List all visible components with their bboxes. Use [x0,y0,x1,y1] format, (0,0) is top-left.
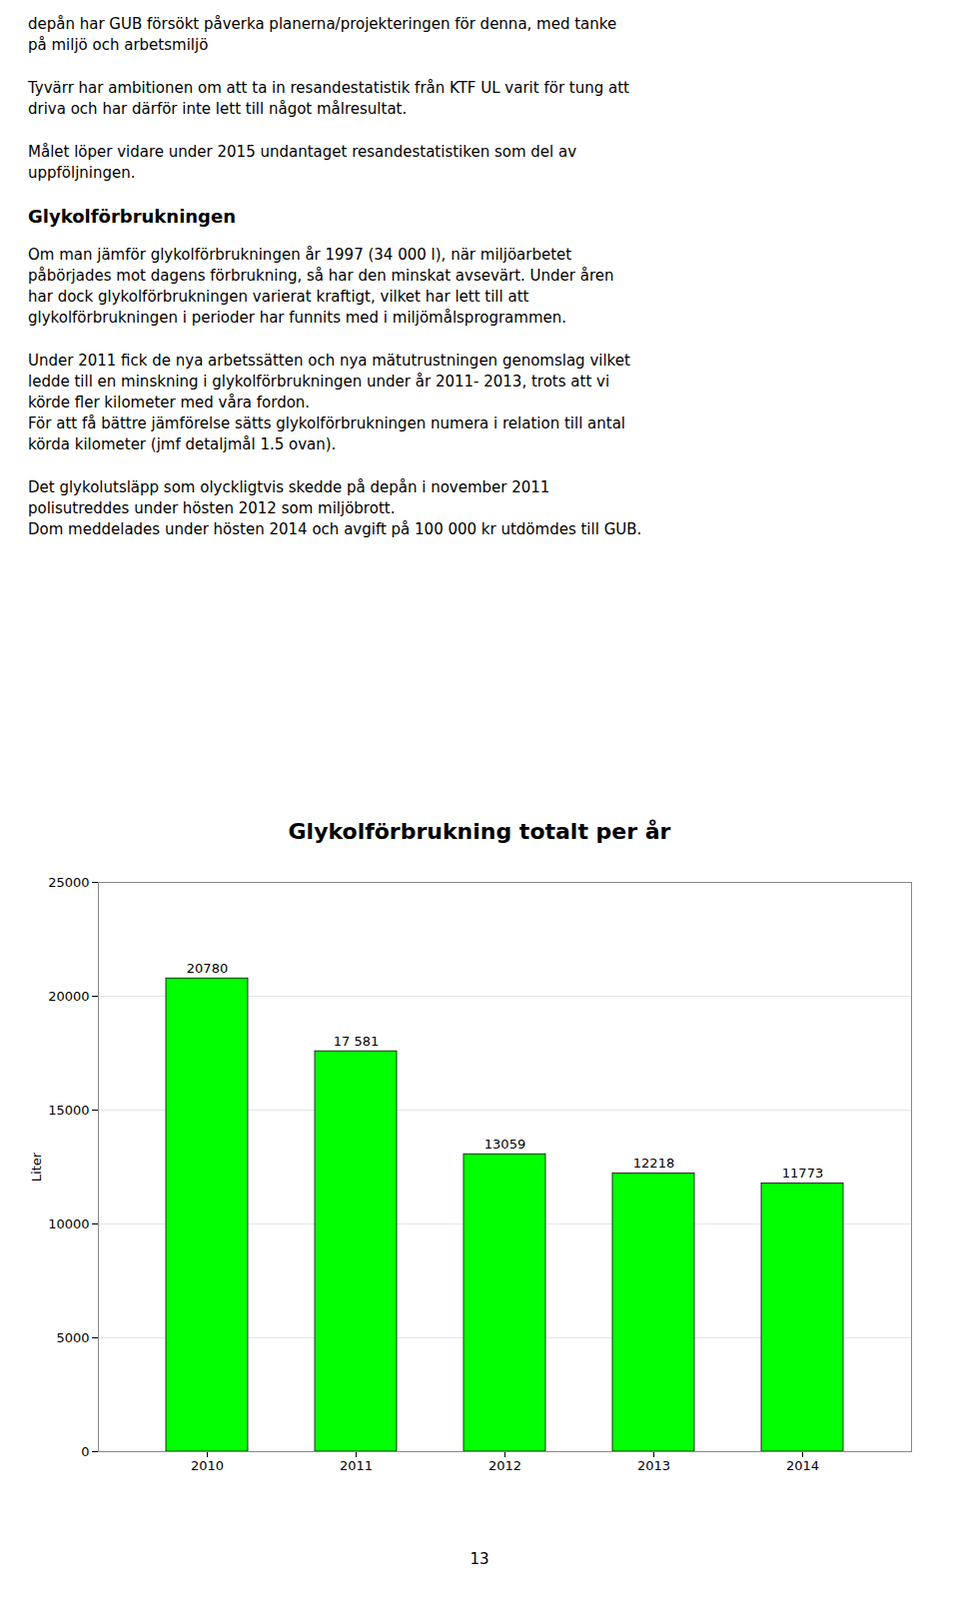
html-text:depån har GUB försökt påverka: depån har GUB försökt påverka planerna/p… [27,14,617,54]
html-text:Målet löper vidare under 2015: Målet löper vidare under 2015 undantaget… [27,142,577,182]
svg-text:10000: 10000 [47,1216,89,1232]
html-text:Det glykolutsläpp som olycklig: Det glykolutsläpp som olyckligtvis skedd… [27,478,642,539]
svg-text:2013: 2013 [637,1458,671,1474]
html-text:Under 2011 fick de nya arbetss: Under 2011 fick de nya arbetssätten och … [27,351,631,454]
svg-text:2012: 2012 [488,1458,522,1474]
svg-text:0: 0 [80,1444,89,1460]
svg-text:13059: 13059 [484,1136,526,1152]
svg-text:17 581: 17 581 [333,1033,380,1049]
html-text:Glykolförbrukningen: Glykolförbrukningen [27,205,236,227]
svg-text:15000: 15000 [47,1102,89,1118]
svg-text:2011: 2011 [339,1458,373,1474]
html-text:Tyvärr har ambitionen om att t: Tyvärr har ambitionen om att ta in resan… [27,78,630,118]
svg-text:2010: 2010 [190,1458,224,1474]
svg-text:12218: 12218 [633,1155,675,1171]
svg-text:20780: 20780 [186,960,228,976]
svg-text:25000: 25000 [47,875,89,891]
html-text:Glykolförbrukning totalt per å: Glykolförbrukning totalt per år [288,819,671,845]
svg-text:2014: 2014 [786,1458,820,1474]
html-text:Om man jämför glykolförbruknin: Om man jämför glykolförbrukningen år 199… [27,245,614,327]
svg-text:Liter: Liter [28,1151,44,1182]
html-text:13: 13 [470,1550,489,1569]
svg-text:20000: 20000 [47,988,89,1004]
svg-text:11773: 11773 [782,1165,824,1181]
svg-text:5000: 5000 [55,1330,89,1346]
